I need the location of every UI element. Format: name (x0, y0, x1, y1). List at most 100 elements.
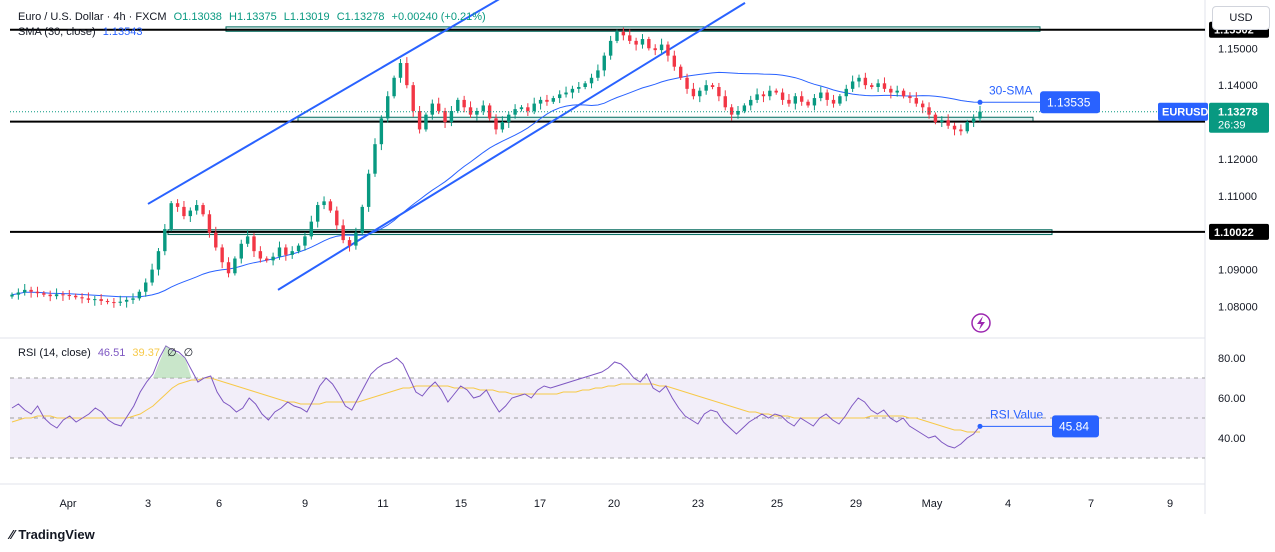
candle-body[interactable] (163, 229, 167, 252)
candle-body[interactable] (596, 70, 600, 78)
candle-body[interactable] (653, 48, 657, 51)
candle-body[interactable] (449, 110, 454, 123)
candle-body[interactable] (303, 236, 307, 246)
candle-body[interactable] (468, 107, 473, 115)
candle-body[interactable] (557, 94, 562, 99)
candle-body[interactable] (787, 99, 791, 104)
currency-selector[interactable]: USD (1212, 6, 1270, 30)
candle-body[interactable] (965, 122, 969, 132)
candle-body[interactable] (831, 99, 836, 104)
candle-body[interactable] (889, 88, 893, 93)
candle-body[interactable] (398, 63, 403, 78)
candle-body[interactable] (265, 258, 269, 261)
candle-body[interactable] (959, 129, 963, 132)
candle-body[interactable] (392, 77, 396, 97)
candle-body[interactable] (736, 110, 740, 115)
candle-body[interactable] (519, 107, 524, 110)
candle-body[interactable] (277, 247, 282, 257)
candle-body[interactable] (290, 251, 294, 255)
candle-body[interactable] (194, 205, 199, 211)
candle-body[interactable] (481, 105, 485, 111)
candle-body[interactable] (309, 221, 314, 237)
candle-body[interactable] (201, 205, 205, 215)
candle-body[interactable] (131, 298, 135, 300)
candle-body[interactable] (93, 299, 97, 301)
candle-body[interactable] (640, 39, 645, 45)
candle-body[interactable] (258, 251, 263, 259)
candle-body[interactable] (169, 203, 173, 230)
candle-body[interactable] (373, 144, 377, 174)
candle-body[interactable] (857, 77, 861, 82)
candle-body[interactable] (73, 295, 78, 298)
candle-body[interactable] (443, 110, 447, 123)
candle-body[interactable] (220, 247, 224, 263)
candle-body[interactable] (666, 44, 670, 56)
candle-body[interactable] (156, 251, 161, 270)
candle-body[interactable] (838, 96, 842, 104)
candle-body[interactable] (315, 205, 320, 222)
candle-body[interactable] (920, 103, 925, 108)
candle-body[interactable] (214, 232, 218, 248)
candle-body[interactable] (742, 105, 747, 111)
candle-body[interactable] (137, 291, 142, 299)
candle-body[interactable] (29, 289, 33, 292)
candle-body[interactable] (379, 118, 384, 145)
lightning-icon[interactable] (971, 313, 991, 333)
candle-body[interactable] (532, 103, 536, 111)
candle-body[interactable] (354, 232, 358, 246)
candle-body[interactable] (691, 88, 696, 97)
candle-body[interactable] (16, 292, 21, 295)
candle-body[interactable] (144, 282, 148, 292)
candle-body[interactable] (48, 294, 52, 297)
candle-body[interactable] (507, 114, 511, 123)
candle-body[interactable] (710, 85, 715, 87)
candle-body[interactable] (901, 90, 906, 97)
candle-body[interactable] (42, 293, 46, 295)
candle-body[interactable] (188, 210, 193, 217)
candle-body[interactable] (411, 85, 415, 111)
candle-body[interactable] (761, 94, 766, 97)
candle-body[interactable] (424, 114, 428, 130)
candle-body[interactable] (462, 99, 466, 108)
candle-body[interactable] (23, 289, 27, 293)
candle-body[interactable] (124, 299, 129, 302)
candle-body[interactable] (602, 55, 606, 71)
candle-body[interactable] (850, 81, 855, 89)
candle-body[interactable] (538, 99, 543, 104)
candle-body[interactable] (698, 90, 702, 97)
candle-body[interactable] (105, 300, 110, 303)
candle-body[interactable] (118, 301, 122, 303)
candle-body[interactable] (570, 88, 575, 93)
candle-body[interactable] (647, 39, 651, 49)
candle-body[interactable] (844, 88, 848, 97)
candle-body[interactable] (927, 107, 931, 115)
candle-body[interactable] (296, 245, 301, 252)
channel-lower-line[interactable] (277, 2, 746, 291)
candle-body[interactable] (589, 77, 594, 84)
candle-body[interactable] (723, 96, 727, 108)
candle-body[interactable] (67, 295, 72, 297)
candle-body[interactable] (895, 90, 899, 93)
candle-body[interactable] (10, 294, 14, 297)
candle-body[interactable] (564, 92, 568, 95)
candle-body[interactable] (271, 256, 275, 261)
candle-body[interactable] (659, 44, 664, 51)
candle-body[interactable] (341, 225, 345, 241)
candle-body[interactable] (487, 105, 492, 119)
candle-body[interactable] (175, 203, 180, 207)
candle-body[interactable] (634, 40, 638, 45)
candle-body[interactable] (615, 31, 619, 41)
candle-body[interactable] (226, 262, 231, 274)
candle-body[interactable] (952, 125, 957, 130)
candle-body[interactable] (768, 90, 772, 97)
candle-body[interactable] (284, 247, 288, 255)
candle-body[interactable] (245, 236, 250, 244)
candle-body[interactable] (112, 302, 116, 304)
candle-body[interactable] (360, 206, 364, 233)
candle-body[interactable] (545, 99, 549, 102)
candle-body[interactable] (207, 214, 212, 233)
candle-body[interactable] (729, 107, 734, 115)
candle-body[interactable] (475, 110, 479, 115)
candle-body[interactable] (436, 103, 441, 111)
